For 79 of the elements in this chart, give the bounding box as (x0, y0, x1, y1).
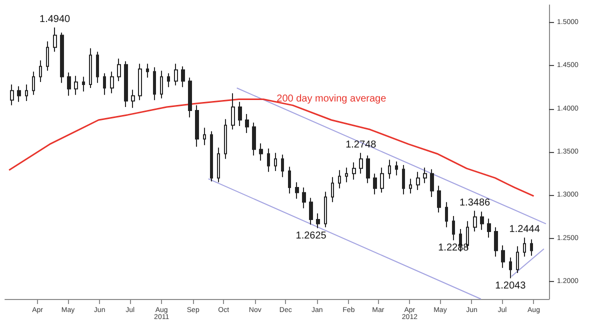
annotation: 1.3486 (459, 197, 490, 208)
candlestick (252, 122, 256, 156)
candlestick (345, 167, 348, 183)
candlestick (67, 72, 71, 96)
candlestick (259, 142, 263, 162)
candlestick (138, 63, 142, 101)
candlestick (195, 104, 199, 148)
candlestick (46, 40, 49, 72)
candlestick (516, 246, 519, 274)
candlestick (430, 168, 434, 198)
candlestick (124, 60, 128, 108)
candlestick (203, 127, 206, 146)
candlestick (494, 226, 498, 258)
candlestick (174, 63, 178, 86)
candlestick (366, 154, 370, 184)
candlestick (167, 72, 170, 88)
candlestick (281, 154, 284, 178)
candlestick (352, 162, 356, 180)
candlestick (509, 256, 512, 279)
candlestick (32, 71, 35, 96)
candlestick (501, 244, 505, 268)
candlestick (473, 210, 477, 232)
candlestick (331, 176, 334, 203)
candlestick (487, 218, 491, 238)
candlestick (402, 164, 405, 195)
candlestick (238, 101, 242, 127)
candlestick (160, 70, 163, 99)
annotation: 1.2444 (509, 224, 540, 236)
candlestick (274, 152, 277, 172)
candlestick (437, 185, 441, 214)
candlestick (188, 77, 192, 118)
candlestick (25, 84, 28, 102)
candlestick (359, 152, 363, 174)
annotation: 1.4940 (40, 14, 71, 25)
candlestick (309, 197, 313, 226)
candlestick (523, 237, 526, 258)
candlestick (423, 167, 427, 184)
candlestick (288, 166, 291, 194)
candlestick (181, 66, 185, 88)
candlestick (17, 86, 21, 102)
annotation: 1.2748 (346, 139, 377, 150)
candlestick (146, 63, 149, 78)
candlestick (10, 84, 14, 106)
candlestick (74, 75, 78, 96)
candlestick (316, 212, 320, 229)
candlestick (416, 171, 420, 191)
candlestick (117, 58, 121, 82)
candlestick (388, 159, 391, 180)
candlestick (231, 92, 235, 130)
candlestick (103, 72, 106, 96)
annotation: 1.2043 (495, 280, 526, 292)
candlestick (39, 60, 42, 82)
candlestick (338, 170, 341, 189)
candlestick (96, 51, 99, 84)
candlestick (89, 48, 92, 89)
candlestick (324, 191, 327, 228)
candlestick (395, 161, 398, 176)
candlestick (217, 147, 220, 183)
candlestick (480, 211, 484, 230)
candlestick (267, 148, 270, 172)
candlestick (53, 26, 57, 52)
candlestick (60, 32, 64, 84)
candlestick (530, 238, 533, 256)
annotation: 1.2625 (296, 230, 327, 242)
series-label: 200 day moving average (276, 94, 387, 105)
candlestick (210, 130, 213, 182)
candlestick (82, 76, 85, 92)
candlestick (131, 89, 135, 108)
candlestick (245, 113, 249, 134)
candlestick (445, 202, 448, 228)
candlestick (224, 118, 227, 160)
candlestick (380, 167, 384, 194)
candlestick (373, 173, 377, 195)
candlestick (295, 182, 299, 200)
candlestick (409, 178, 412, 194)
candlestick (153, 66, 156, 101)
candlestick (452, 215, 455, 241)
candlestick (302, 186, 306, 209)
candlestick (110, 71, 114, 94)
